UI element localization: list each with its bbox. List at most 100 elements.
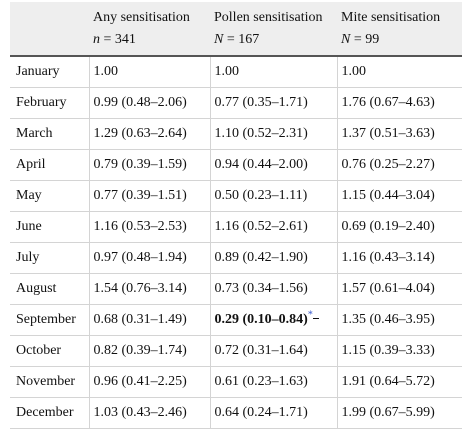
footnote-underline: [312, 318, 319, 319]
cell-mite-sensitisation: 1.16 (0.43–3.14): [337, 242, 462, 274]
header-any-n-label: n: [93, 32, 100, 47]
cell-pollen-sensitisation: 0.72 (0.31–1.64): [210, 335, 338, 367]
cell-pollen-sensitisation-value: 0.50 (0.23–1.11): [214, 188, 308, 203]
header-any-n-value: = 341: [100, 32, 136, 47]
cell-any-sensitisation: 0.79 (0.39–1.59): [89, 149, 211, 181]
cell-mite-sensitisation: 1.37 (0.51–3.63): [337, 118, 462, 150]
table-row: August 1.54 (0.76–3.14) 0.73 (0.34–1.56) 1.…: [10, 273, 462, 305]
cell-pollen-sensitisation: 1.10 (0.52–2.31): [210, 118, 338, 150]
cell-mite-sensitisation-value: 1.15 (0.44–3.04): [341, 188, 435, 203]
cell-pollen-sensitisation-value: 0.73 (0.34–1.56): [214, 281, 308, 296]
cell-pollen-sensitisation-value: 1.10 (0.52–2.31): [214, 126, 308, 141]
table-row: October 0.82 (0.39–1.74) 0.72 (0.31–1.64) 1…: [10, 335, 462, 367]
odds-ratio-table: Any sensitisation n = 341 Pollen sensiti…: [10, 2, 462, 429]
cell-any-sensitisation-value: 1.29 (0.63–2.64): [93, 126, 187, 141]
cell-pollen-sensitisation-value: 0.61 (0.23–1.63): [214, 374, 308, 389]
table-row: June 1.16 (0.53–2.53) 1.16 (0.52–2.61) 0.69…: [10, 211, 462, 243]
cell-month: January: [10, 56, 90, 88]
cell-pollen-sensitisation-value: 0.64 (0.24–1.71): [214, 405, 308, 420]
cell-pollen-sensitisation-value: 1.16 (0.52–2.61): [214, 219, 308, 234]
cell-any-sensitisation: 0.97 (0.48–1.94): [89, 242, 211, 274]
cell-any-sensitisation: 0.96 (0.41–2.25): [89, 366, 211, 398]
cell-mite-sensitisation: 1.99 (0.67–5.99): [337, 397, 462, 429]
cell-mite-sensitisation: 1.15 (0.39–3.33): [337, 335, 462, 367]
cell-mite-sensitisation: 1.00: [337, 56, 462, 88]
table-row: March 1.29 (0.63–2.64) 1.10 (0.52–2.31) 1.3…: [10, 118, 462, 150]
table-row: May 0.77 (0.39–1.51) 0.50 (0.23–1.11) 1.15 …: [10, 180, 462, 212]
cell-pollen-sensitisation: 0.77 (0.35–1.71): [210, 87, 338, 119]
cell-month: June: [10, 211, 90, 243]
table-body: January 1.00 1.00 1.00 February 0.99 (0.48–2.…: [10, 56, 462, 429]
cell-any-sensitisation-value: 1.54 (0.76–3.14): [93, 281, 187, 296]
header-mite-sensitisation: Mite sensitisation N = 99: [337, 2, 462, 57]
cell-month-value: November: [16, 374, 76, 389]
table-row: November 0.96 (0.41–2.25) 0.61 (0.23–1.63)…: [10, 366, 462, 398]
header-mite-title: Mite sensitisation: [341, 10, 441, 25]
cell-any-sensitisation: 0.68 (0.31–1.49): [89, 304, 211, 336]
header-any-sensitisation: Any sensitisation n = 341: [89, 2, 210, 57]
table-row: September 0.68 (0.31–1.49) 0.29 (0.10–0.84…: [10, 304, 462, 336]
cell-any-sensitisation-value: 0.77 (0.39–1.51): [93, 188, 187, 203]
cell-month-value: December: [16, 405, 74, 420]
cell-pollen-sensitisation-value: 0.29 (0.10–0.84): [214, 312, 308, 327]
cell-mite-sensitisation-value: 1.57 (0.61–4.04): [341, 281, 435, 296]
cell-any-sensitisation: 0.82 (0.39–1.74): [89, 335, 211, 367]
cell-month: February: [10, 87, 90, 119]
cell-month-value: April: [16, 157, 46, 172]
cell-mite-sensitisation-value: 1.37 (0.51–3.63): [341, 126, 435, 141]
cell-mite-sensitisation: 0.76 (0.25–2.27): [337, 149, 462, 181]
footnote-link[interactable]: *: [307, 309, 313, 321]
cell-mite-sensitisation: 1.35 (0.46–3.95): [337, 304, 462, 336]
header-any-title: Any sensitisation: [93, 10, 190, 25]
cell-month-value: August: [16, 281, 57, 296]
cell-any-sensitisation-value: 0.82 (0.39–1.74): [93, 343, 187, 358]
cell-mite-sensitisation-value: 1.00: [341, 64, 367, 79]
cell-any-sensitisation-value: 0.97 (0.48–1.94): [93, 250, 187, 265]
table-header: Any sensitisation n = 341 Pollen sensiti…: [10, 2, 462, 57]
cell-pollen-sensitisation-value: 0.89 (0.42–1.90): [214, 250, 308, 265]
cell-month-value: May: [16, 188, 42, 203]
cell-pollen-sensitisation: 0.89 (0.42–1.90): [210, 242, 338, 274]
cell-any-sensitisation-value: 1.00: [93, 64, 119, 79]
header-pollen-n-value: = 167: [223, 32, 260, 47]
cell-month: October: [10, 335, 90, 367]
cell-month: April: [10, 149, 90, 181]
cell-month: July: [10, 242, 90, 274]
cell-month: May: [10, 180, 90, 212]
cell-any-sensitisation-value: 1.03 (0.43–2.46): [93, 405, 187, 420]
cell-any-sensitisation: 1.03 (0.43–2.46): [89, 397, 211, 429]
cell-month-value: January: [16, 64, 60, 79]
cell-any-sensitisation: 0.77 (0.39–1.51): [89, 180, 211, 212]
cell-pollen-sensitisation-value: 0.94 (0.44–2.00): [214, 157, 308, 172]
cell-month: March: [10, 118, 90, 150]
cell-pollen-sensitisation: 0.61 (0.23–1.63): [210, 366, 338, 398]
cell-month: August: [10, 273, 90, 305]
cell-mite-sensitisation-value: 1.16 (0.43–3.14): [341, 250, 435, 265]
header-mite-n-value: = 99: [350, 32, 380, 47]
cell-pollen-sensitisation: 0.64 (0.24–1.71): [210, 397, 338, 429]
cell-mite-sensitisation: 1.91 (0.64–5.72): [337, 366, 462, 398]
table-row: July 0.97 (0.48–1.94) 0.89 (0.42–1.90) 1.16…: [10, 242, 462, 274]
cell-pollen-sensitisation: 1.00: [210, 56, 338, 88]
cell-pollen-sensitisation: 0.73 (0.34–1.56): [210, 273, 338, 305]
header-month: [10, 2, 89, 57]
cell-mite-sensitisation: 1.15 (0.44–3.04): [337, 180, 462, 212]
cell-pollen-sensitisation: 0.94 (0.44–2.00): [210, 149, 338, 181]
table-row: April 0.79 (0.39–1.59) 0.94 (0.44–2.00) 0.7…: [10, 149, 462, 181]
cell-month-value: October: [16, 343, 62, 358]
cell-month-value: July: [16, 250, 40, 265]
cell-any-sensitisation-value: 0.68 (0.31–1.49): [93, 312, 187, 327]
cell-any-sensitisation: 0.99 (0.48–2.06): [89, 87, 211, 119]
cell-pollen-sensitisation-value: 1.00: [214, 64, 240, 79]
cell-mite-sensitisation-value: 1.99 (0.67–5.99): [341, 405, 435, 420]
cell-pollen-sensitisation-value: 0.72 (0.31–1.64): [214, 343, 308, 358]
cell-any-sensitisation: 1.00: [89, 56, 211, 88]
cell-mite-sensitisation-value: 1.35 (0.46–3.95): [341, 312, 435, 327]
cell-any-sensitisation-value: 0.99 (0.48–2.06): [93, 95, 187, 110]
cell-month-value: June: [16, 219, 42, 234]
table-row: February 0.99 (0.48–2.06) 0.77 (0.35–1.71)…: [10, 87, 462, 119]
cell-mite-sensitisation: 1.57 (0.61–4.04): [337, 273, 462, 305]
cell-mite-sensitisation-value: 0.69 (0.19–2.40): [341, 219, 435, 234]
cell-month-value: September: [16, 312, 76, 327]
